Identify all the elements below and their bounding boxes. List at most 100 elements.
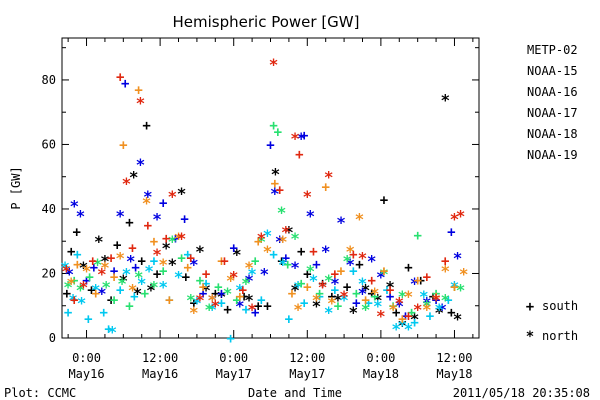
data-point: + [165, 292, 173, 308]
data-point: * [333, 290, 343, 309]
data-point: * [263, 242, 273, 261]
data-point: * [146, 281, 156, 300]
data-point: * [394, 297, 404, 316]
data-point: + [223, 302, 231, 318]
data-point: + [295, 147, 303, 163]
data-point: * [177, 229, 187, 248]
data-point: * [324, 303, 334, 322]
data-point: + [171, 231, 179, 247]
data-point: + [202, 276, 210, 292]
data-point: + [119, 137, 127, 153]
x-tick-date: May16 [68, 367, 104, 381]
data-point: + [380, 192, 388, 208]
data-point: + [269, 247, 277, 263]
data-point: + [426, 308, 434, 324]
data-point: * [217, 287, 227, 306]
data-point: + [447, 225, 455, 241]
data-point: + [182, 270, 190, 286]
data-point: + [398, 315, 406, 331]
data-point: + [269, 118, 277, 134]
series-noaa-16: *+*+*+*++*+*+**+*+*+*+* ++*+*+*+ *+*+*+*+ *… [60, 226, 459, 347]
data-point: * [440, 90, 450, 109]
plot-timestamp: 2011/05/18 20:35:08 [453, 386, 590, 400]
data-point: + [275, 183, 283, 199]
data-point: + [211, 286, 219, 302]
data-point: * [404, 287, 414, 306]
x-tick-time: 0:00 [366, 351, 395, 365]
data-point: + [309, 244, 317, 260]
data-point: * [136, 94, 146, 113]
data-point: + [242, 302, 250, 318]
y-axis-label: P [GW] [9, 166, 23, 209]
data-point: * [229, 268, 239, 287]
series-metp-02: +++*+**++*+**++*+***++** +*+*+* + +*+**++*+… [63, 90, 463, 335]
data-point: * [394, 294, 404, 313]
data-point: * [144, 261, 154, 280]
x-tick-date: May18 [363, 367, 399, 381]
data-point: * [168, 187, 178, 206]
data-point: + [159, 196, 167, 212]
data-point: + [183, 260, 191, 276]
data-point: * [398, 316, 408, 335]
data-point: + [131, 260, 139, 276]
data-point: * [189, 303, 199, 322]
data-point: * [152, 210, 162, 229]
data-point: * [284, 223, 294, 242]
data-point: * [440, 261, 450, 280]
data-point: * [336, 213, 346, 232]
legend-entry: NOAA-18 [527, 127, 578, 141]
data-point: + [159, 263, 167, 279]
data-point: * [422, 300, 432, 319]
data-point: * [192, 294, 202, 313]
data-point: * [76, 206, 86, 225]
data-point: * [290, 229, 300, 248]
data-point: + [432, 292, 440, 308]
x-tick-time: 12:00 [436, 351, 472, 365]
data-point: * [422, 297, 432, 316]
data-point: + [417, 273, 425, 289]
data-point: * [459, 264, 469, 283]
data-point: * [278, 232, 288, 251]
marker-legend-symbol: * [526, 329, 534, 345]
series-noaa-15: ***++*+*+*+***+++*+ * ++**+*+**+ **+*+****+… [65, 76, 463, 324]
data-point: * [290, 258, 300, 277]
data-point: * [115, 248, 125, 267]
data-point: + [450, 279, 458, 295]
data-point: + [367, 286, 375, 302]
data-point: + [447, 305, 455, 321]
data-point: + [392, 305, 400, 321]
data-point: * [126, 252, 136, 271]
data-point: * [142, 194, 152, 213]
data-point: + [110, 270, 118, 286]
data-point: + [337, 263, 345, 279]
data-point: + [130, 289, 138, 305]
data-point: * [186, 290, 196, 309]
data-point: + [423, 270, 431, 286]
x-tick-time: 12:00 [142, 351, 178, 365]
data-point: * [370, 284, 380, 303]
data-point: + [303, 266, 311, 282]
data-point: * [168, 255, 178, 274]
data-point: * [68, 290, 78, 309]
data-point: * [177, 184, 187, 203]
data-point: + [371, 289, 379, 305]
data-point: * [453, 310, 463, 329]
data-point: * [137, 274, 147, 293]
data-point: + [386, 289, 394, 305]
data-point: + [389, 299, 397, 315]
data-point: * [235, 281, 245, 300]
data-point: * [342, 252, 352, 271]
data-point: * [373, 297, 383, 316]
data-point: + [153, 266, 161, 282]
data-point: * [195, 290, 205, 309]
data-point: * [122, 174, 132, 193]
data-point: * [133, 284, 143, 303]
series-noaa-18: *+ *+*+*+*+*+*+*+*+*+*+*+ *+*+*+*+*+**+ *+*… [66, 83, 468, 328]
data-point: * [101, 277, 111, 296]
data-point: * [66, 274, 76, 293]
data-point: * [361, 281, 371, 300]
legend-entry: NOAA-19 [527, 148, 578, 162]
data-point: * [195, 242, 205, 261]
data-point: * [210, 297, 220, 316]
data-point: + [367, 273, 375, 289]
